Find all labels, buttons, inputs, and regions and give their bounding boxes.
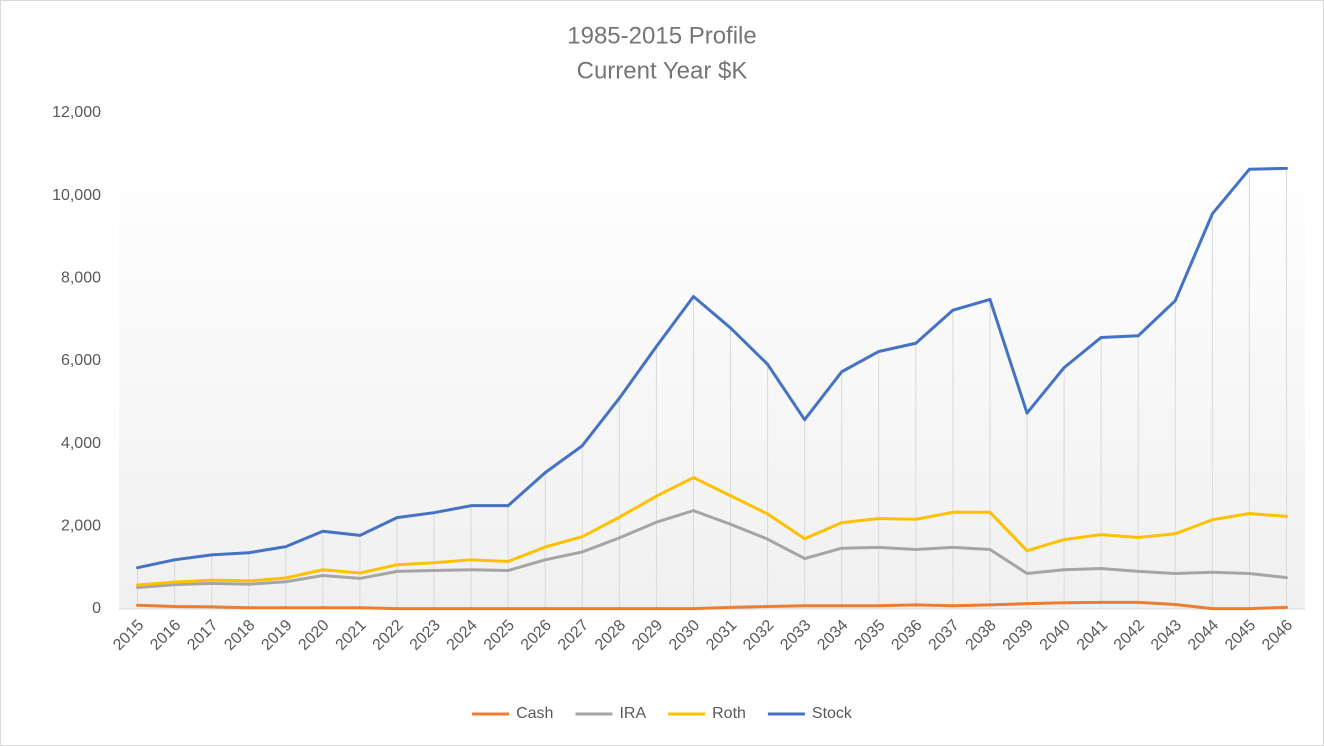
y-tick-label: 2,000 <box>61 518 101 535</box>
y-tick-label: 4,000 <box>61 435 101 452</box>
legend-label: IRA <box>619 705 646 722</box>
series-line <box>136 600 1288 611</box>
legend-label: Stock <box>812 705 853 722</box>
y-tick-label: 8,000 <box>61 270 101 287</box>
y-tick-label: 12,000 <box>52 104 101 121</box>
chart-subtitle: Current Year $K <box>577 57 748 84</box>
legend-label: Roth <box>712 705 746 722</box>
y-tick-label: 10,000 <box>52 187 101 204</box>
series-line <box>136 509 1288 590</box>
y-tick-label: 0 <box>92 600 101 617</box>
chart-title: 1985-2015 Profile <box>567 22 756 49</box>
series-line <box>136 476 1288 587</box>
plot-background <box>119 150 1305 609</box>
legend-label: Cash <box>516 705 553 722</box>
series-line <box>136 166 1288 570</box>
y-tick-label: 6,000 <box>61 352 101 369</box>
